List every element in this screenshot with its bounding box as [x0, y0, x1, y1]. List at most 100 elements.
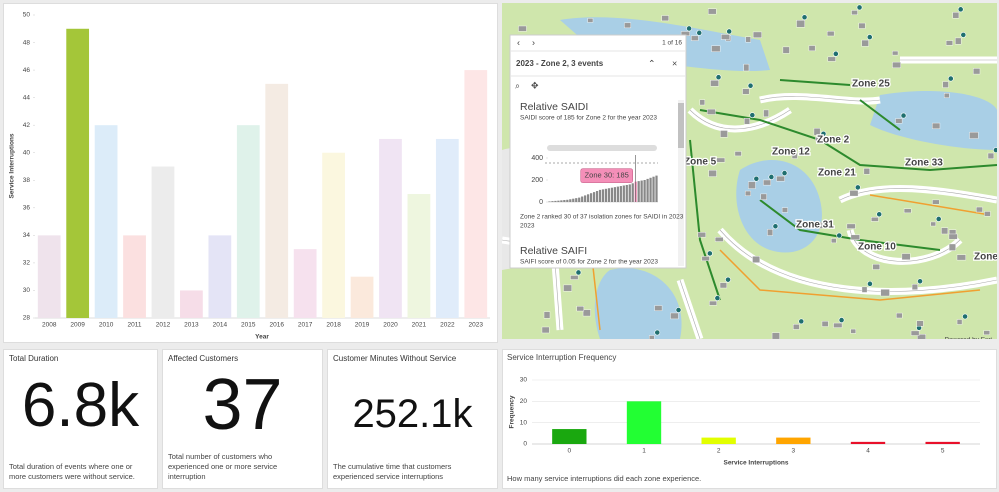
map-building	[901, 253, 911, 261]
bar	[652, 176, 655, 202]
y-tick-label: 28	[23, 315, 31, 322]
map-device	[962, 313, 968, 320]
x-tick-label: 2009	[70, 322, 85, 329]
bar	[569, 199, 572, 202]
map-building	[582, 309, 591, 317]
map-building	[858, 22, 866, 29]
map-building	[910, 330, 920, 336]
map-building	[576, 306, 585, 312]
bar	[151, 166, 175, 318]
map-building	[863, 168, 871, 175]
y-tick-label: 50	[23, 12, 31, 19]
map-building	[930, 221, 936, 227]
x-tick-label: 5	[941, 448, 945, 455]
bar	[631, 183, 634, 202]
map-building	[720, 130, 728, 138]
map-building	[969, 131, 979, 139]
collapse-button[interactable]: ⌃	[648, 58, 656, 68]
map-building	[851, 10, 858, 16]
map-building	[699, 99, 706, 106]
map-device	[866, 34, 873, 40]
map-building	[782, 46, 790, 54]
bar	[850, 441, 886, 444]
map-building	[880, 289, 890, 297]
indicator-panel: Affected Customers 37 Total number of cu…	[162, 349, 323, 489]
bar	[180, 290, 203, 318]
map-building	[760, 193, 767, 200]
bar	[626, 401, 662, 444]
bar	[589, 193, 593, 202]
map-building	[742, 88, 750, 95]
prev-button[interactable]: ‹	[517, 37, 520, 47]
bar	[566, 199, 569, 202]
bar	[637, 181, 640, 202]
y-axis-title: Frequency	[509, 395, 516, 428]
map-device	[900, 112, 907, 119]
map-building	[896, 312, 903, 319]
map-building	[941, 227, 949, 235]
zone-label: Zone 33	[905, 158, 943, 169]
bar	[37, 235, 61, 318]
y-tick-label: 42	[23, 122, 31, 129]
bar	[622, 185, 625, 202]
indicator-value: 6.8k	[21, 371, 140, 440]
x-tick-label: 2012	[156, 322, 171, 329]
map-building	[850, 234, 860, 240]
popup-subtitle: SAIFI score of 0.05 for Zone 2 for the y…	[520, 259, 658, 266]
bar	[584, 195, 587, 202]
x-tick-label: 2013	[184, 322, 199, 329]
map-building	[872, 263, 881, 270]
map-building	[952, 12, 960, 19]
map-building	[771, 332, 780, 339]
zoom-button[interactable]: ⌕	[515, 80, 520, 90]
map-building	[570, 275, 579, 280]
bar	[563, 200, 566, 202]
tooltip-box	[580, 168, 633, 183]
x-tick-label: 2	[717, 448, 721, 455]
next-button[interactable]: ›	[532, 37, 535, 47]
zone-label: Zone 25	[852, 79, 890, 90]
map-building	[955, 37, 962, 45]
y-tick-label: 36	[23, 205, 31, 212]
map-device	[838, 317, 845, 323]
bar	[655, 175, 658, 202]
map-building	[714, 237, 724, 242]
pan-button[interactable]: ✥	[531, 80, 539, 90]
map-building	[796, 20, 805, 28]
map-device	[575, 269, 582, 276]
map-building	[956, 319, 963, 325]
tooltip-text: Zone 30: 185	[585, 171, 629, 180]
map-building	[827, 56, 836, 62]
zone-label: Zone	[974, 252, 998, 263]
map-building	[976, 206, 983, 213]
map-device	[836, 232, 843, 239]
map-device	[706, 250, 713, 257]
map-building	[861, 39, 869, 47]
zone-label: Zone 31	[796, 220, 834, 231]
map-building	[833, 322, 843, 328]
x-tick-label: 2023	[469, 322, 484, 329]
map-building	[956, 254, 966, 261]
bar	[646, 178, 649, 202]
x-tick-label: 2011	[128, 322, 142, 329]
popup-subtitle: SAIDI score of 185 for Zone 2 for the ye…	[520, 115, 657, 122]
map-device	[876, 211, 883, 218]
map-building	[948, 243, 956, 251]
close-button[interactable]: ×	[672, 58, 677, 68]
map-building	[710, 80, 719, 87]
map-device	[801, 14, 808, 21]
map-building	[821, 321, 829, 327]
bar	[604, 188, 608, 202]
bar	[265, 83, 289, 318]
indicator-panel: Total Duration 6.8k Total duration of ev…	[3, 349, 158, 489]
bar	[350, 276, 374, 318]
zone-label: Zone 12	[772, 147, 810, 158]
map-building	[752, 256, 761, 263]
x-tick-label: 2008	[42, 322, 57, 329]
map-building	[744, 117, 750, 125]
bar	[578, 197, 581, 202]
x-tick-label: 2017	[298, 322, 313, 329]
chart-panel	[502, 349, 997, 489]
x-tick-label: 2020	[383, 322, 398, 329]
